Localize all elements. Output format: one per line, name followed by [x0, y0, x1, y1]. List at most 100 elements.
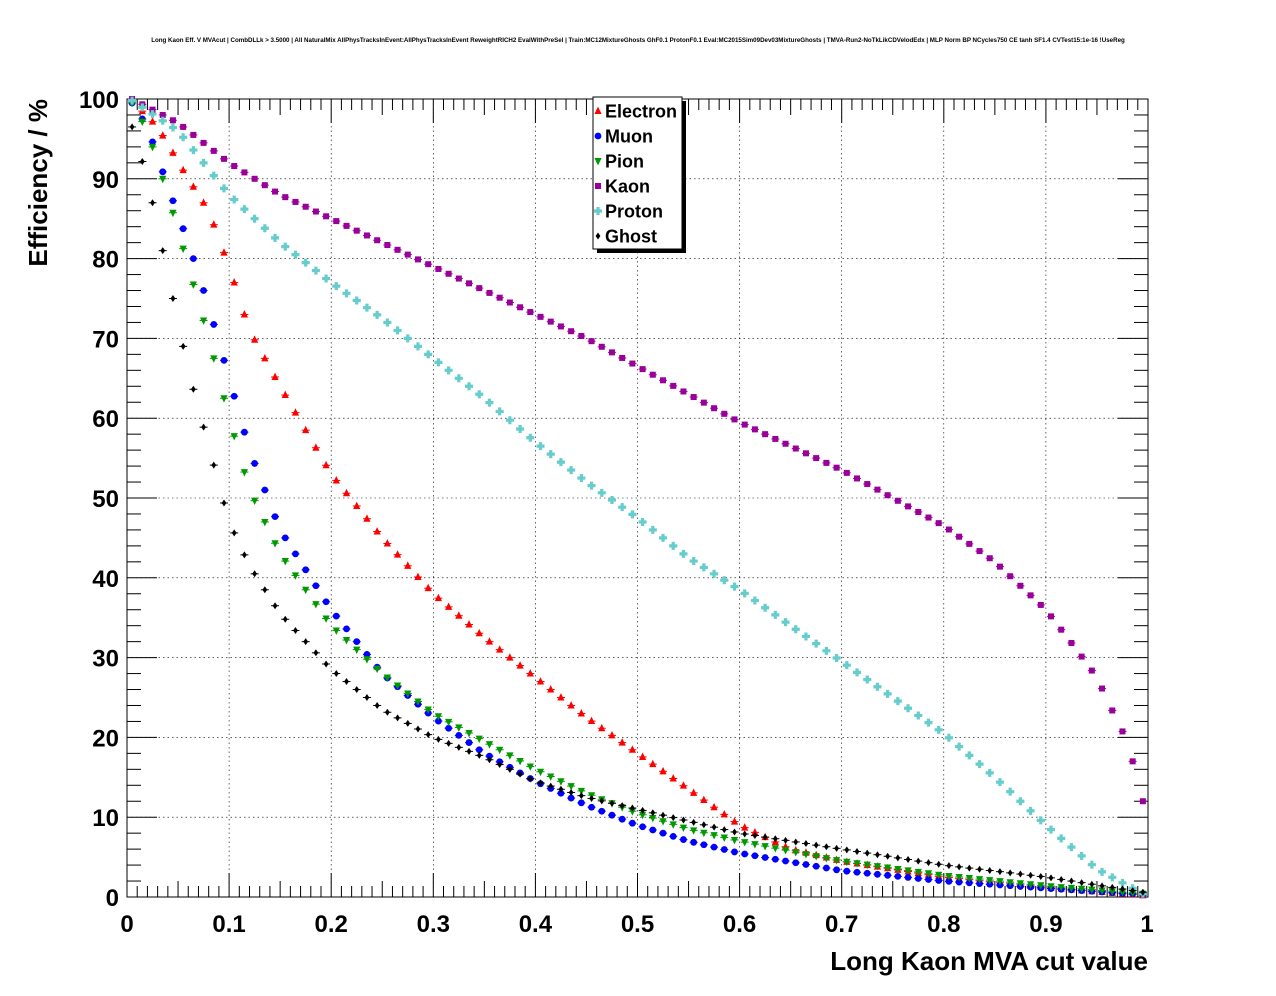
data-point — [1016, 880, 1024, 888]
data-point — [660, 377, 667, 384]
data-point — [720, 810, 728, 818]
data-point — [353, 646, 361, 655]
data-point — [169, 148, 177, 156]
data-point — [526, 763, 534, 771]
data-point — [1069, 877, 1074, 885]
data-point — [383, 318, 392, 327]
data-point — [1109, 707, 1116, 714]
y-tick-label: 80 — [92, 247, 119, 274]
data-point — [649, 826, 657, 834]
data-point — [751, 852, 759, 860]
data-point — [915, 857, 921, 865]
data-point — [261, 518, 269, 527]
data-point — [1017, 582, 1024, 589]
data-point — [720, 846, 728, 853]
data-point — [924, 870, 933, 878]
data-point — [832, 857, 841, 865]
data-point — [781, 847, 790, 855]
data-point — [363, 651, 371, 658]
data-point — [893, 697, 902, 706]
data-point — [476, 285, 483, 292]
data-point — [690, 788, 698, 796]
data-point — [997, 868, 1003, 876]
data-point — [833, 866, 840, 874]
data-point — [843, 469, 850, 476]
data-point — [517, 770, 523, 778]
data-point — [1047, 883, 1055, 891]
data-point — [526, 669, 534, 677]
data-point — [1037, 882, 1045, 890]
series-kaon — [128, 96, 1147, 805]
data-point — [211, 461, 217, 469]
data-point — [159, 111, 166, 118]
data-point — [547, 685, 555, 693]
data-point — [322, 615, 330, 623]
data-point — [1067, 843, 1076, 852]
data-point — [537, 313, 544, 320]
data-point — [1109, 883, 1115, 891]
data-point — [945, 872, 953, 881]
data-point — [129, 123, 135, 131]
data-point — [628, 808, 636, 816]
data-point — [1006, 787, 1015, 796]
data-point — [659, 533, 668, 542]
data-point — [568, 328, 575, 335]
data-point — [516, 661, 524, 669]
data-point — [516, 757, 524, 766]
data-point — [271, 513, 279, 521]
data-point — [680, 836, 687, 843]
data-point — [1088, 667, 1095, 674]
legend-marker — [595, 183, 601, 189]
data-point — [1047, 825, 1056, 834]
data-point — [271, 233, 280, 242]
data-point — [231, 529, 237, 537]
data-point — [730, 582, 739, 591]
data-point — [589, 794, 594, 802]
data-point — [230, 392, 238, 400]
data-point — [536, 768, 545, 777]
data-point — [639, 366, 646, 373]
data-point — [731, 416, 738, 423]
data-point — [628, 819, 636, 827]
data-point — [823, 459, 830, 466]
data-point — [485, 741, 494, 749]
data-point — [955, 874, 963, 882]
data-point — [935, 520, 942, 527]
data-point — [312, 208, 319, 215]
data-point — [403, 334, 412, 343]
legend-label: Pion — [605, 152, 644, 172]
data-point — [945, 877, 953, 885]
data-point — [700, 399, 707, 406]
data-point — [894, 865, 902, 874]
y-tick-labels: 0 10 20 30 40 50 60 70 80 90 100 — [79, 87, 119, 912]
data-point — [505, 416, 514, 425]
data-point — [741, 850, 749, 858]
data-point — [914, 711, 923, 720]
data-point — [863, 869, 871, 877]
data-point — [710, 843, 718, 851]
data-point — [179, 245, 187, 254]
data-point — [159, 175, 167, 184]
data-point — [435, 265, 442, 272]
x-tick-label: 0.1 — [212, 911, 245, 938]
data-point — [393, 326, 402, 335]
data-point — [577, 799, 585, 807]
data-point — [650, 809, 656, 817]
data-point — [150, 199, 155, 207]
data-point — [293, 626, 298, 634]
data-point — [761, 854, 769, 861]
data-point — [169, 209, 177, 218]
data-point — [822, 646, 831, 655]
data-point — [148, 117, 157, 125]
data-point — [1027, 592, 1034, 599]
data-point — [884, 871, 892, 879]
data-point — [578, 792, 584, 800]
data-point — [332, 612, 340, 620]
x-tick-label: 0.4 — [519, 911, 553, 938]
legend-label: Proton — [605, 202, 663, 222]
data-point — [762, 833, 768, 841]
data-point — [312, 443, 320, 451]
data-point — [527, 775, 533, 783]
data-point — [455, 732, 463, 739]
data-point — [619, 802, 625, 810]
